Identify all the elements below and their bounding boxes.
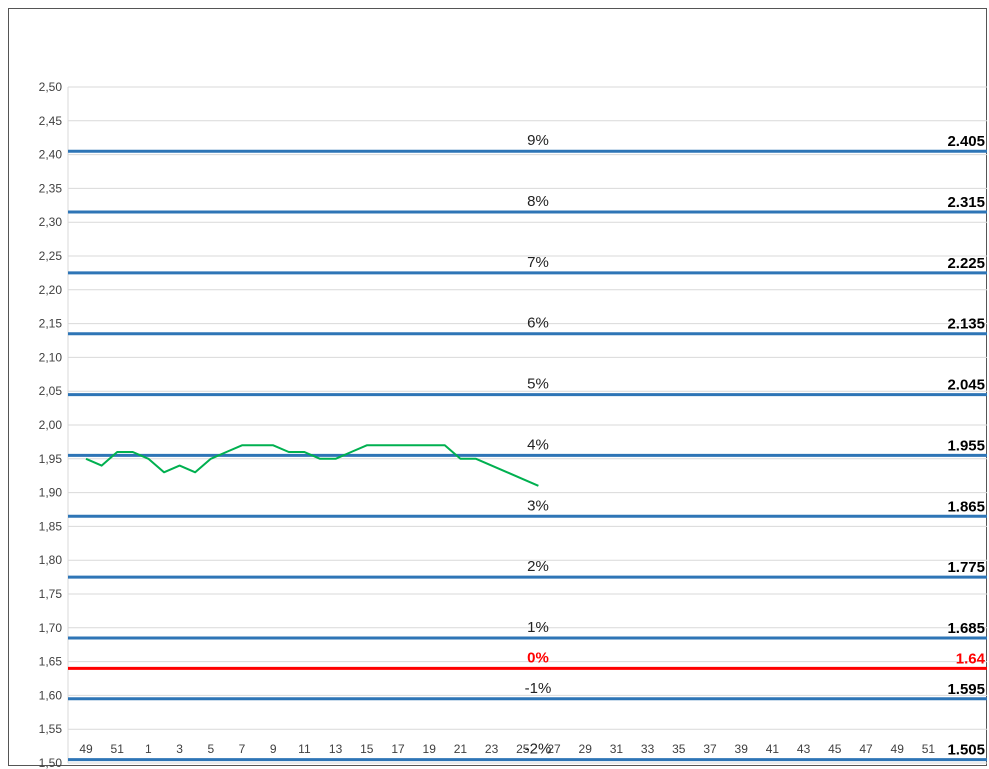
y-tick-label: 1,85 [39,519,63,533]
reference-value-label: 1.775 [947,559,985,576]
y-tick-label: 2,35 [39,181,63,195]
x-tick-label: 1 [145,742,152,756]
x-tick-label: 47 [859,742,873,756]
reference-percent-label: -1% [525,680,552,697]
y-tick-label: 1,80 [39,553,63,567]
chart-frame [8,8,987,766]
x-tick-label: 7 [239,742,246,756]
reference-value-label: 2.405 [947,133,985,150]
x-tick-label: 49 [891,742,905,756]
reference-value-label: 2.225 [947,255,985,272]
reference-percent-label: 8% [527,193,549,210]
x-tick-label: 23 [485,742,499,756]
y-tick-label: 1,70 [39,621,63,635]
reference-percent-label: 1% [527,619,549,636]
reference-percent-label: 4% [527,436,549,453]
x-tick-label: 39 [735,742,749,756]
y-tick-label: 2,40 [39,148,63,162]
x-tick-label: 17 [391,742,405,756]
y-tick-label: 2,05 [39,384,63,398]
x-tick-label: 11 [298,742,311,756]
y-tick-label: 1,65 [39,655,63,669]
reference-value-label: 2.045 [947,377,985,394]
x-tick-label: 21 [454,742,468,756]
reference-value-label: 2.315 [947,194,985,211]
y-tick-label: 2,45 [39,114,63,128]
y-tick-label: 1,55 [39,722,63,736]
reference-percent-label: 0% [527,649,549,666]
x-tick-label: 27 [547,742,561,756]
y-axis-ticks: 2,50 2,45 2,40 2,35 2,30 2,25 2,20 2,15 2,10 2,05… [39,80,63,769]
reference-percent-label: 2% [527,558,549,575]
x-tick-label: 45 [828,742,842,756]
reference-value-label: 1.865 [947,498,985,515]
x-tick-label: 15 [360,742,374,756]
x-tick-label: 49 [79,742,93,756]
reference-percent-label: 5% [527,376,549,393]
y-tick-label: 1,50 [39,756,63,769]
x-tick-label: 37 [703,742,717,756]
x-tick-label: 33 [641,742,655,756]
x-tick-label: 5 [207,742,214,756]
reference-value-label: 2.135 [947,316,985,333]
y-tick-label: 1,95 [39,452,63,466]
x-axis-ticks: 49 51 1 3 5 7 9 11 13 15 17 19 21 23 25 27 29 31 33 35 37 39 4… [79,742,935,756]
reference-percent-label: 7% [527,254,549,271]
reference-percent-label: 9% [527,132,549,149]
reference-value-label: 1.955 [947,437,985,454]
x-tick-label: 13 [329,742,343,756]
x-tick-label: 35 [672,742,686,756]
x-tick-label: 51 [922,742,936,756]
y-tick-label: 2,50 [39,80,63,94]
series-layer [85,444,539,487]
x-tick-label: 29 [579,742,593,756]
y-tick-label: 2,25 [39,249,63,263]
reference-lines: 9% 2.405 8% 2.315 7% 2.225 6% 2.135 5% 2.045 4% 1.9… [68,132,987,762]
y-tick-label: 1,90 [39,486,63,500]
reference-value-label: 1.595 [947,681,985,698]
x-tick-label: 9 [270,742,277,756]
grid-layer [67,86,987,764]
y-tick-label: 2,15 [39,317,63,331]
y-tick-label: 1,75 [39,587,63,601]
series-line [85,444,539,487]
x-tick-label: 51 [111,742,125,756]
y-tick-label: 2,10 [39,350,63,364]
y-tick-label: 1,60 [39,688,63,702]
y-tick-label: 2,20 [39,283,63,297]
reference-value-label: 1.685 [947,620,985,637]
x-tick-label: 41 [766,742,780,756]
reference-percent-label: -2% [525,741,552,758]
reference-value-label: 1.505 [947,742,985,759]
y-tick-label: 2,00 [39,418,63,432]
reference-percent-label: 6% [527,315,549,332]
x-tick-label: 19 [423,742,437,756]
x-tick-label: 3 [176,742,183,756]
reference-value-label: 1.64 [956,650,986,667]
x-tick-label: 25 [516,742,530,756]
reference-percent-label: 3% [527,497,549,514]
y-tick-label: 2,30 [39,215,63,229]
x-tick-label: 31 [610,742,624,756]
x-tick-label: 43 [797,742,811,756]
